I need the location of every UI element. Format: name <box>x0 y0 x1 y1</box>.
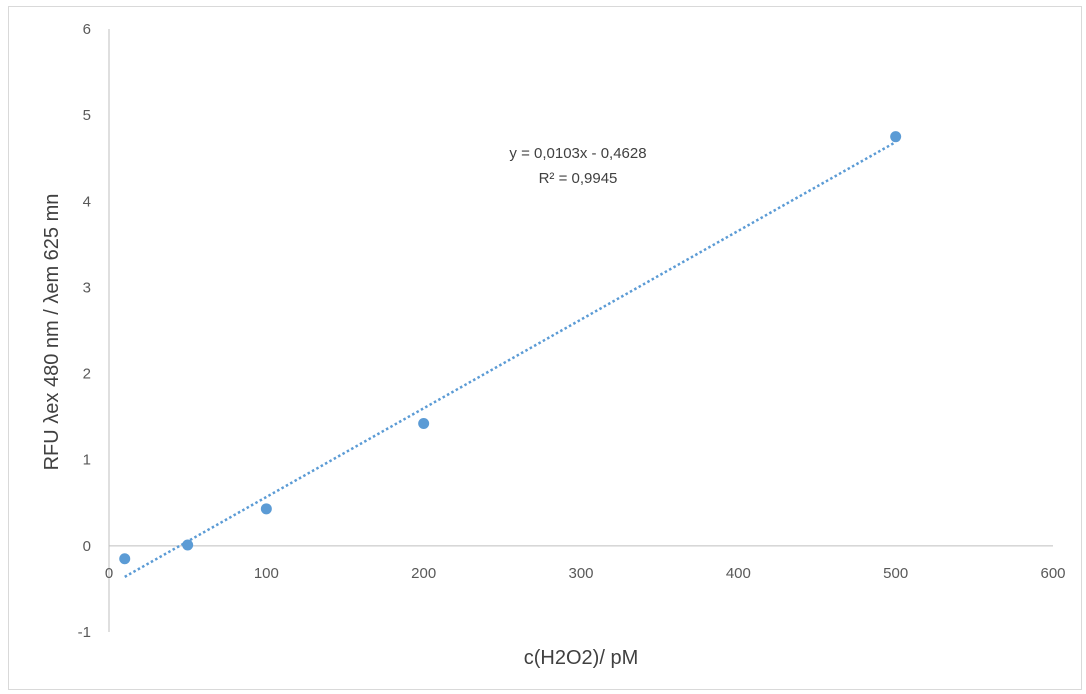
x-tick-label: 100 <box>254 565 279 582</box>
trendline-equation: y = 0,0103x - 0,4628 <box>509 145 646 162</box>
y-tick-label: 5 <box>83 107 91 124</box>
x-tick-label: 200 <box>411 565 436 582</box>
x-tick-label: 500 <box>883 565 908 582</box>
y-tick-label: 1 <box>83 452 91 469</box>
x-tick-label: 0 <box>105 565 113 582</box>
data-point <box>119 553 131 565</box>
x-tick-label: 600 <box>1040 565 1065 582</box>
data-point <box>418 418 430 430</box>
data-point <box>890 131 902 143</box>
x-tick-label: 300 <box>568 565 593 582</box>
y-tick-label: 4 <box>83 193 91 210</box>
y-tick-label: 2 <box>83 366 91 383</box>
data-point <box>260 503 272 515</box>
data-point <box>182 539 194 551</box>
trendline-r-squared: R² = 0,9945 <box>539 170 618 187</box>
y-tick-label: -1 <box>78 624 91 641</box>
y-tick-label: 6 <box>83 21 91 38</box>
chart-frame <box>8 6 1082 690</box>
y-tick-label: 0 <box>83 538 91 555</box>
x-tick-label: 400 <box>726 565 751 582</box>
x-axis-title: c(H2O2)/ pM <box>524 647 638 669</box>
y-axis-title: RFU λex 480 nm / λem 625 mn <box>41 194 63 471</box>
data-points <box>119 131 902 565</box>
y-tick-labels: -1 0 1 2 3 4 5 6 <box>78 21 91 641</box>
x-tick-labels: 0 100 200 300 400 500 600 <box>105 565 1066 582</box>
y-tick-label: 3 <box>83 279 91 296</box>
trendline <box>124 140 897 578</box>
